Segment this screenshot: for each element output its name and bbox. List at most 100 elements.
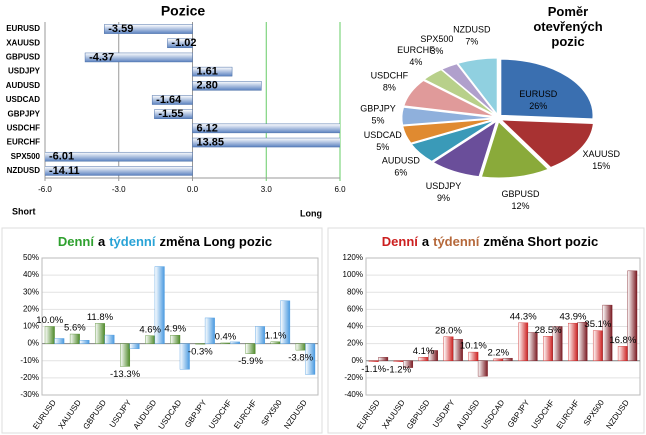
slice-label: SPX500 — [420, 34, 453, 44]
bar — [154, 109, 193, 119]
bar — [44, 326, 55, 344]
bar — [104, 334, 115, 344]
slice-label: EURUSD — [519, 89, 558, 99]
y-tick-label: -10% — [20, 356, 39, 365]
y-tick-label: EURCHF — [7, 138, 40, 147]
slice-label: USDJPY — [426, 181, 462, 191]
bar — [151, 95, 193, 105]
bar — [627, 270, 638, 361]
bar — [568, 322, 578, 361]
value-label: -13.3% — [110, 369, 141, 380]
slice-value: 26% — [529, 101, 547, 111]
title-part: Denní — [58, 234, 95, 249]
panel-frame — [327, 227, 645, 434]
value-label: 16.8% — [609, 335, 636, 346]
bar — [195, 343, 206, 345]
y-tick-label: 60% — [347, 304, 363, 313]
bar — [120, 343, 131, 367]
x-tick-label: -6.0 — [38, 185, 52, 194]
bar — [543, 336, 554, 361]
value-label: 11.8% — [87, 312, 114, 323]
value-label: 43.9% — [560, 312, 587, 323]
value-label: -1.02 — [171, 37, 196, 49]
pie-slice — [480, 121, 549, 179]
slice-value: 8% — [383, 83, 396, 93]
bar — [154, 266, 165, 344]
bar — [103, 24, 193, 34]
value-label: -5.9% — [238, 356, 263, 367]
pie-slice — [432, 120, 497, 178]
pie-slice — [402, 118, 495, 144]
value-label: -3.8% — [288, 353, 313, 364]
slice-value: 7% — [465, 36, 478, 46]
value-label: 10.0% — [36, 315, 63, 326]
slice-label: USDCAD — [364, 130, 403, 140]
bar — [403, 360, 414, 368]
title-part: Denní — [382, 234, 419, 249]
slice-value: 3% — [430, 46, 443, 56]
value-label: -6.01 — [49, 151, 74, 163]
y-tick-label: USDCHF — [7, 123, 40, 132]
bar — [518, 322, 529, 361]
title-part: změna Long pozic — [159, 234, 272, 249]
y-tick-label: GBPUSD — [6, 53, 40, 62]
slice-label: XAUUSD — [583, 149, 621, 159]
bar — [229, 341, 240, 344]
y-tick-label: 0% — [351, 356, 363, 365]
value-label: 2.2% — [487, 347, 509, 358]
bar — [305, 343, 316, 375]
value-label: -14.11 — [49, 165, 80, 177]
bar — [129, 343, 140, 349]
bar — [79, 340, 90, 344]
value-label: 4.1% — [413, 346, 435, 357]
bar — [192, 66, 233, 77]
value-label: -1.2% — [386, 364, 411, 375]
bar — [192, 137, 340, 148]
value-label: 4.6% — [139, 324, 161, 335]
bar — [94, 323, 105, 344]
slice-value: 15% — [592, 161, 610, 171]
value-label: 28.0% — [435, 325, 462, 336]
plot-frame — [41, 257, 319, 396]
pie-slice — [403, 80, 495, 117]
bar — [145, 335, 156, 344]
value-label: -4.37 — [89, 51, 114, 63]
bar — [428, 350, 438, 361]
y-tick-label: AUDUSD — [6, 81, 40, 90]
title-part: a — [98, 234, 106, 249]
value-label: 13.85 — [197, 136, 225, 148]
bar — [477, 360, 488, 377]
value-label: 0.4% — [215, 331, 237, 342]
x-tick-label: 0.0 — [187, 185, 199, 194]
value-label: -3.59 — [108, 23, 133, 35]
bar — [393, 360, 404, 362]
y-tick-label: 50% — [23, 253, 39, 262]
chart-title: Pozice — [161, 3, 206, 19]
bar — [527, 332, 538, 361]
slice-value: 9% — [437, 193, 450, 203]
panel-frame — [1, 227, 323, 434]
bar — [452, 339, 463, 361]
title-line: otevřených — [533, 19, 602, 34]
y-tick-label: 20% — [347, 339, 363, 348]
value-label: -1.64 — [156, 94, 182, 106]
title-line: Poměr — [548, 4, 588, 19]
y-tick-label: -20% — [20, 373, 39, 382]
y-tick-label: 100% — [343, 270, 363, 279]
slice-value: 5% — [372, 116, 385, 126]
y-tick-label: -40% — [344, 390, 363, 399]
chart-title: Denní a týdenní změna Short pozic — [382, 234, 598, 249]
bar — [179, 343, 190, 370]
pie-slice — [423, 69, 496, 116]
y-tick-label: -20% — [344, 373, 363, 382]
y-tick-label: 10% — [23, 322, 39, 331]
title-part: týdenní — [109, 234, 156, 249]
y-tick-label: GBPJPY — [8, 109, 41, 118]
bar — [220, 342, 231, 344]
bar — [468, 351, 479, 361]
bar — [443, 336, 454, 361]
slice-label: GBPUSD — [501, 189, 540, 199]
y-tick-label: XAUUSD — [6, 38, 40, 47]
y-tick-label: SPX500 — [11, 152, 41, 161]
pie-slice — [401, 106, 495, 126]
